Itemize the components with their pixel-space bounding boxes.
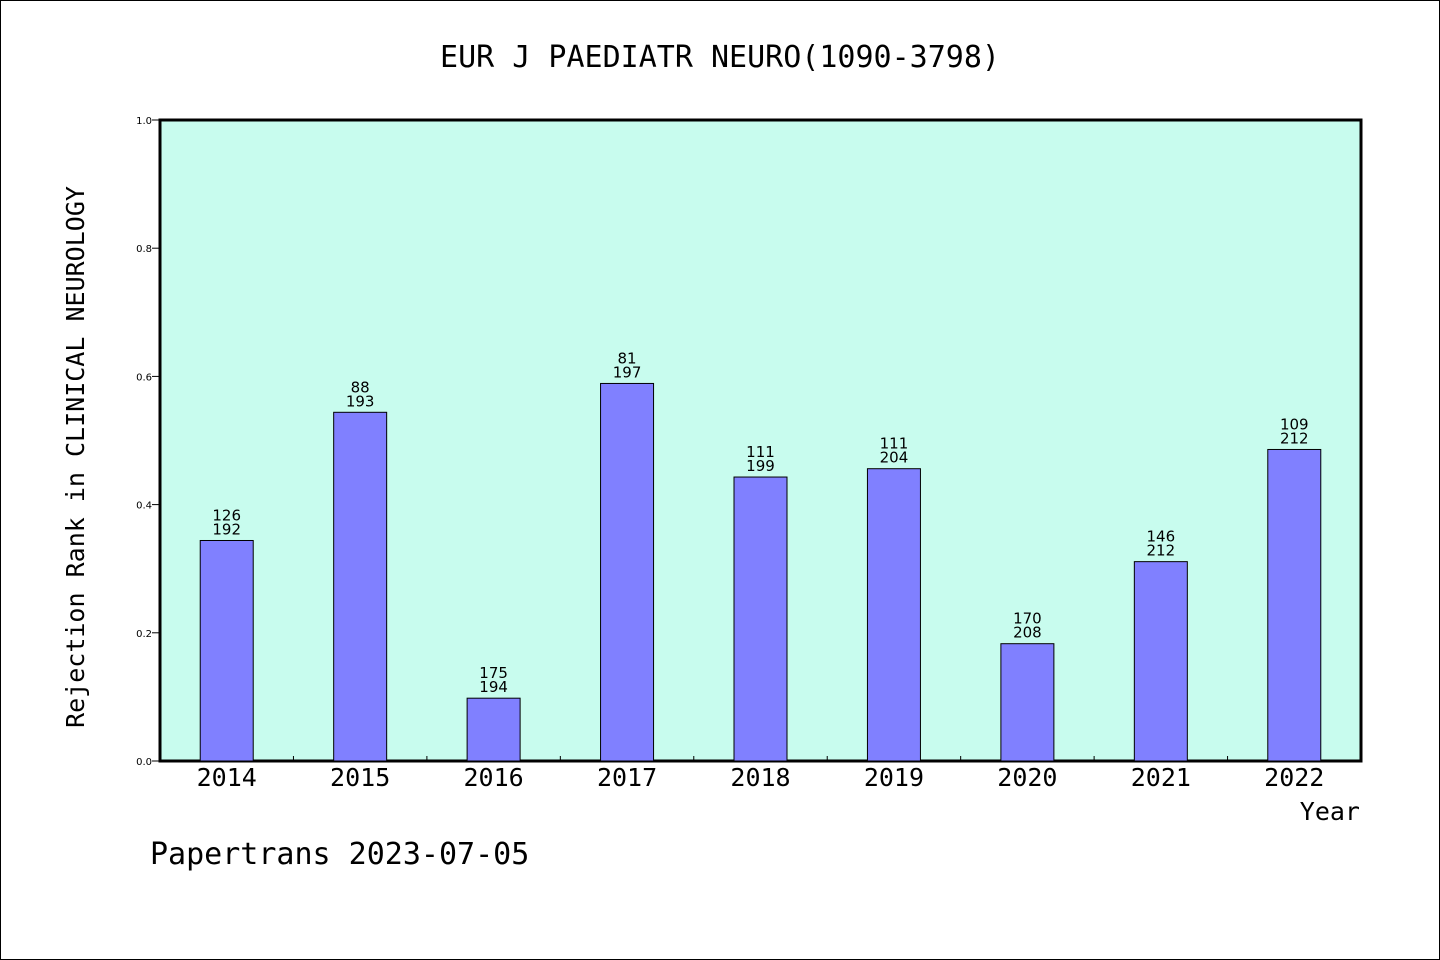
x-tick-label: 2016: [464, 763, 524, 792]
x-tick-label: 2015: [330, 763, 390, 792]
y-axis-ticks: 0.0 0.2 0.4 0.6 0.8 1.0: [136, 116, 160, 768]
data-label-rank: 175: [479, 664, 508, 682]
x-tick-label: 2019: [864, 763, 924, 792]
bar: [1133, 561, 1188, 762]
data-label-rank: 88: [351, 378, 370, 396]
x-tick-label: 2017: [597, 763, 657, 792]
data-label-rank: 111: [880, 435, 909, 453]
bars: [199, 382, 1322, 762]
data-label-total: 197: [613, 363, 642, 381]
y-tick-label: 0.4: [136, 501, 152, 512]
data-label-rank: 109: [1280, 415, 1309, 433]
bar: [466, 697, 521, 762]
data-label-total: 199: [746, 457, 775, 475]
y-tick-label: 0.6: [136, 372, 152, 383]
data-label-rank: 146: [1147, 528, 1176, 546]
y-tick-label: 1.0: [136, 116, 152, 127]
bar: [733, 476, 788, 762]
bar: [1000, 643, 1055, 762]
x-tick-label: 2014: [197, 763, 257, 792]
x-tick-label: 2021: [1131, 763, 1191, 792]
y-tick-label: 0.0: [136, 757, 152, 768]
y-axis-label: Rejection Rank in CLINICAL NEUROLOGY: [61, 186, 90, 728]
x-tick-label: 2022: [1264, 763, 1324, 792]
bar: [866, 468, 921, 762]
data-label-rank: 111: [746, 443, 775, 461]
x-tick-label: 2020: [997, 763, 1057, 792]
y-tick-label: 0.2: [136, 629, 152, 640]
data-labels: 1261928819317519481197111199111204170208…: [212, 349, 1308, 696]
data-label-total: 193: [346, 392, 375, 410]
bar: [600, 382, 655, 762]
data-label-rank: 81: [618, 349, 637, 367]
data-label-total: 194: [479, 678, 508, 696]
data-label-total: 208: [1013, 624, 1042, 642]
data-label-total: 212: [1147, 542, 1176, 560]
data-label-total: 212: [1280, 429, 1309, 447]
x-axis-ticks: 2014 2015 2016 2017 2018 2019 2020 2021 2022: [197, 756, 1324, 792]
bar: [333, 411, 388, 762]
data-label-total: 192: [212, 520, 241, 538]
chart-title: EUR J PAEDIATR NEURO(1090-3798): [440, 40, 1000, 75]
data-label-rank: 170: [1013, 610, 1042, 628]
data-label-rank: 126: [212, 506, 241, 524]
bar: [199, 539, 254, 762]
x-axis-label: Year: [1300, 797, 1360, 826]
footer-text: Papertrans 2023-07-05: [150, 837, 529, 872]
x-tick-label: 2018: [730, 763, 790, 792]
y-tick-label: 0.8: [136, 244, 152, 255]
bar: [1267, 448, 1322, 762]
data-label-total: 204: [880, 449, 909, 467]
